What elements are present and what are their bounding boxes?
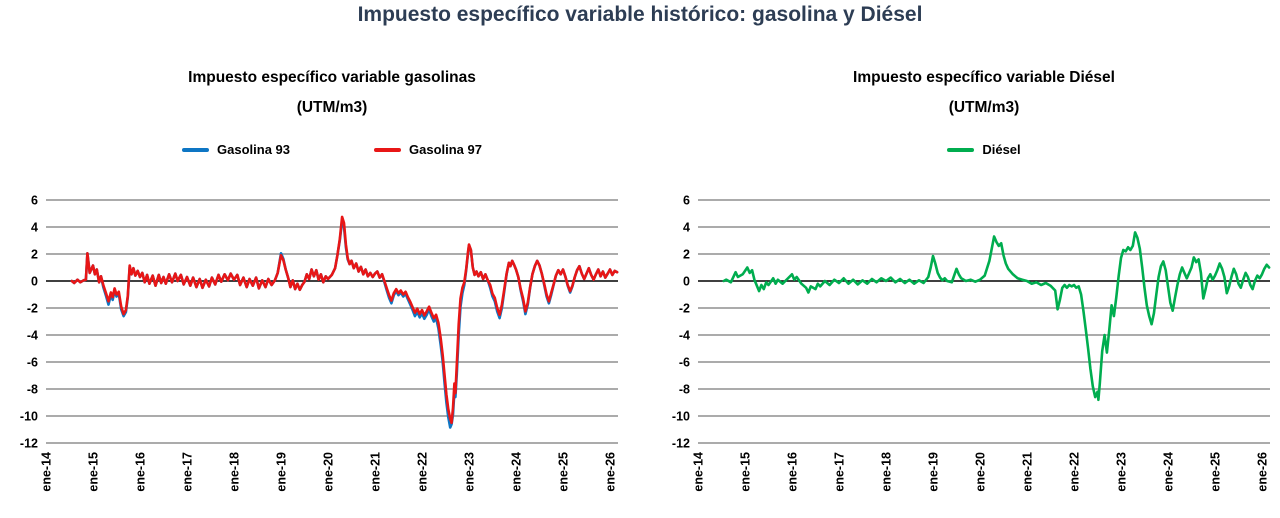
x-tick-label: ene-16 [786,452,800,492]
legend-label-gasolina-93: Gasolina 93 [217,142,290,157]
gasolinas-legend: Gasolina 93 Gasolina 97 [46,142,618,157]
y-tick-label: 0 [31,275,38,289]
x-tick-label: ene-23 [463,452,477,492]
Diésel-line [722,231,1271,402]
legend-item-gasolina-97: Gasolina 97 [374,142,482,157]
x-tick-label: ene-14 [40,452,54,492]
diesel-chart: Impuesto específico variable Diésel (UTM… [640,60,1280,510]
diesel-chart-subtitle: (UTM/m3) [948,99,1020,116]
x-tick-label: ene-19 [275,452,289,492]
y-tick-label: 2 [31,248,38,262]
x-tick-label: ene-15 [87,452,101,492]
y-tick-label: -12 [672,437,690,451]
x-tick-label: ene-24 [1162,452,1176,492]
y-tick-label: -8 [679,383,690,397]
x-tick-label: ene-14 [692,452,706,492]
legend-item-diesel: Diésel [947,142,1021,157]
y-tick-label: -8 [27,383,38,397]
x-tick-label: ene-26 [604,452,618,492]
diesel-line-icon [947,147,975,152]
x-tick-label: ene-25 [1209,452,1223,492]
x-tick-label: ene-17 [833,452,847,492]
x-tick-label: ene-26 [1256,452,1270,492]
y-tick-label: -10 [672,410,690,424]
y-tick-label: -6 [679,356,690,370]
y-tick-label: 0 [683,275,690,289]
x-tick-label: ene-21 [1021,452,1035,492]
x-tick-label: ene-22 [416,452,430,492]
y-tick-label: -4 [679,329,690,343]
gasolina-97-line-icon [374,147,401,152]
x-tick-label: ene-19 [927,452,941,492]
x-tick-label: ene-15 [739,452,753,492]
x-tick-label: ene-17 [181,452,195,492]
gasolinas-chart-subtitle: (UTM/m3) [296,99,368,116]
y-tick-label: 6 [31,194,38,208]
y-tick-label: -4 [27,329,38,343]
y-tick-label: -6 [27,356,38,370]
x-tick-label: ene-16 [134,452,148,492]
Gasolina 97-line [70,215,619,425]
x-tick-label: ene-20 [322,452,336,492]
y-tick-label: -10 [20,410,38,424]
gasolinas-chart-title: Impuesto específico variable gasolinas [188,69,476,86]
page-title: Impuesto específico variable histórico: … [357,3,923,26]
x-tick-label: ene-18 [228,452,242,492]
x-tick-label: ene-25 [557,452,571,492]
y-tick-label: -2 [27,302,38,316]
y-tick-label: 4 [683,221,690,235]
x-tick-label: ene-21 [369,452,383,492]
x-tick-label: ene-23 [1115,452,1129,492]
x-tick-label: ene-20 [974,452,988,492]
gasolina-93-line-icon [182,147,210,152]
Gasolina 93-line [70,219,619,429]
y-tick-label: -2 [679,302,690,316]
y-tick-label: 6 [683,194,690,208]
y-tick-label: 4 [31,221,38,235]
legend-item-gasolina-93: Gasolina 93 [182,142,290,157]
y-tick-label: 2 [683,248,690,262]
x-tick-label: ene-24 [510,452,524,492]
diesel-legend: Diésel [698,142,1270,157]
y-tick-label: -12 [20,437,38,451]
x-tick-label: ene-22 [1068,452,1082,492]
legend-label-gasolina-97: Gasolina 97 [409,142,482,157]
gasolinas-chart: Impuesto específico variable gasolinas (… [0,60,640,510]
legend-label-diesel: Diésel [982,142,1021,157]
x-tick-label: ene-18 [880,452,894,492]
diesel-chart-title: Impuesto específico variable Diésel [853,69,1115,86]
